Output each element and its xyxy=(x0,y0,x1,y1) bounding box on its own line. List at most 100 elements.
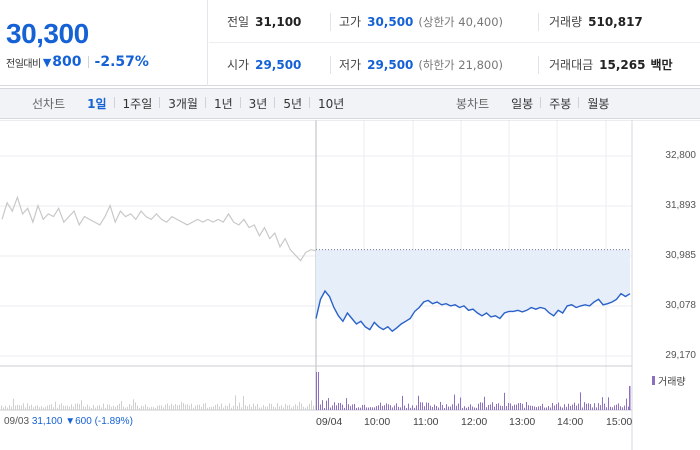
stat-value: 29,500 xyxy=(367,57,414,72)
volume-bar xyxy=(326,400,327,410)
volume-bar xyxy=(464,406,465,410)
volume-bar xyxy=(526,402,527,410)
volume-bar xyxy=(364,404,365,410)
volume-bar xyxy=(201,406,202,410)
stat-low: 저가 29,500 (하한가 21,800) xyxy=(339,43,503,86)
stat-label: 거래량 xyxy=(549,15,583,29)
volume-bar xyxy=(225,405,226,410)
volume-bar xyxy=(39,407,40,410)
volume-bar xyxy=(398,406,399,410)
line-range-button-2[interactable]: 3개월 xyxy=(159,95,206,112)
volume-bar xyxy=(446,404,447,410)
volume-bar xyxy=(348,404,349,410)
volume-bar xyxy=(25,407,26,410)
volume-bar xyxy=(107,404,108,410)
volume-bar xyxy=(622,407,623,410)
volume-bar xyxy=(442,404,443,410)
volume-bar xyxy=(500,405,501,410)
volume-bar xyxy=(614,405,615,410)
volume-bar xyxy=(175,404,176,410)
volume-bar xyxy=(91,407,92,410)
volume-bar xyxy=(356,407,357,410)
volume-bar xyxy=(562,407,563,410)
volume-bar xyxy=(161,405,162,410)
stat-high: 고가 30,500 (상한가 40,400) xyxy=(339,0,503,43)
volume-bar xyxy=(322,400,323,410)
volume-bar xyxy=(239,402,240,410)
line-range-button-6[interactable]: 10년 xyxy=(309,95,352,112)
volume-bar xyxy=(251,406,252,410)
volume-bar xyxy=(530,405,531,410)
volume-bar xyxy=(145,404,146,410)
volume-bar xyxy=(35,405,36,410)
volume-bar xyxy=(534,406,535,410)
stat-value: 510,817 xyxy=(588,14,643,29)
candle-range-button-2[interactable]: 월봉 xyxy=(578,95,617,112)
down-triangle-icon: ▼ xyxy=(65,416,76,427)
stat-label: 고가 xyxy=(339,15,362,29)
volume-bar xyxy=(476,407,477,410)
candle-chart-label: 봉차트 xyxy=(456,97,490,111)
volume-bar xyxy=(482,402,483,410)
volume-bar xyxy=(255,406,256,410)
volume-bar xyxy=(508,403,509,410)
volume-bar xyxy=(580,392,581,410)
volume-bar xyxy=(11,406,12,410)
volume-bar xyxy=(301,403,302,410)
volume-bar xyxy=(109,404,110,410)
line-range-button-1[interactable]: 1주일 xyxy=(113,95,161,112)
volume-bar xyxy=(87,404,88,410)
volume-bar xyxy=(105,407,106,410)
volume-bar xyxy=(382,405,383,410)
volume-bar xyxy=(502,406,503,410)
volume-bar xyxy=(205,403,206,410)
volume-bar xyxy=(424,406,425,410)
line-range-button-0[interactable]: 1일 xyxy=(87,97,107,111)
volume-bar xyxy=(231,407,232,410)
change-percent: -2.57% xyxy=(94,54,149,70)
line-range-button-4[interactable]: 3년 xyxy=(239,95,276,112)
divider xyxy=(87,56,89,68)
volume-bar xyxy=(179,404,180,410)
volume-bar xyxy=(362,405,363,410)
candle-range-button-1[interactable]: 주봉 xyxy=(540,95,579,112)
line-range-button-5[interactable]: 5년 xyxy=(274,95,310,112)
volume-bar xyxy=(384,405,385,410)
volume-bar xyxy=(241,407,242,410)
volume-bar xyxy=(139,407,140,410)
volume-bar xyxy=(340,402,341,410)
volume-bar xyxy=(368,407,369,410)
line-range-button-3[interactable]: 1년 xyxy=(204,95,241,112)
volume-bar xyxy=(149,407,150,410)
volume-bar xyxy=(59,404,60,410)
volume-bar xyxy=(574,402,575,410)
candle-range-button-0[interactable]: 일봉 xyxy=(511,97,534,111)
volume-swatch xyxy=(652,376,655,385)
volume-bar xyxy=(235,395,236,410)
line-chart-label: 선차트 xyxy=(32,97,66,111)
volume-bar xyxy=(334,402,335,410)
volume-bar xyxy=(396,403,397,410)
y-tick-label: 29,170 xyxy=(665,350,696,361)
volume-bar xyxy=(352,404,353,410)
volume-bar xyxy=(203,403,204,410)
volume-bar xyxy=(163,407,164,410)
volume-bar xyxy=(211,406,212,410)
volume-bar xyxy=(598,403,599,410)
volume-bar xyxy=(324,407,325,410)
volume-bar xyxy=(320,404,321,410)
stat-volume: 거래량 510,817 xyxy=(549,0,643,43)
volume-bar xyxy=(187,404,188,410)
volume-bar xyxy=(123,406,124,410)
volume-bar xyxy=(386,403,387,410)
volume-bar xyxy=(51,404,52,410)
volume-bar xyxy=(171,403,172,410)
volume-bar xyxy=(430,405,431,410)
volume-bar xyxy=(277,403,278,410)
volume-bar xyxy=(558,402,559,410)
volume-bar xyxy=(17,404,18,410)
volume-bar xyxy=(155,407,156,410)
y-tick-label: 30,985 xyxy=(665,250,696,261)
volume-bar xyxy=(129,404,130,410)
volume-bar xyxy=(189,405,190,410)
